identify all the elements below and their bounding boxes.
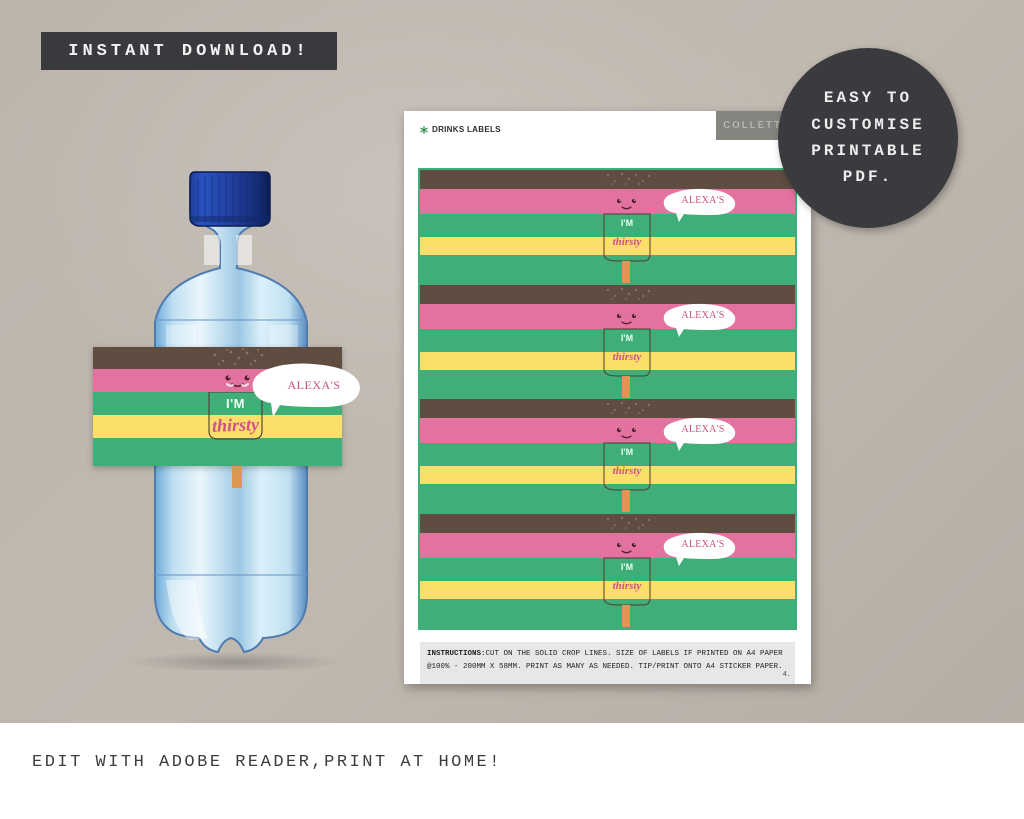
svg-text:I'M: I'M — [621, 562, 633, 572]
svg-text:I'M: I'M — [621, 447, 633, 457]
svg-text:I'M: I'M — [621, 218, 633, 228]
svg-text:ALEXA'S: ALEXA'S — [681, 539, 724, 550]
svg-text:thirsty: thirsty — [613, 236, 642, 248]
svg-text:ALEXA'S: ALEXA'S — [681, 310, 724, 321]
svg-text:thirsty: thirsty — [613, 465, 642, 477]
svg-text:I'M: I'M — [621, 333, 633, 343]
svg-text:thirsty: thirsty — [613, 351, 642, 363]
svg-text:thirsty: thirsty — [613, 580, 642, 592]
svg-text:ALEXA'S: ALEXA'S — [681, 195, 724, 206]
svg-text:ALEXA'S: ALEXA'S — [681, 424, 724, 435]
svg-text:ALEXA'S: ALEXA'S — [288, 378, 341, 392]
